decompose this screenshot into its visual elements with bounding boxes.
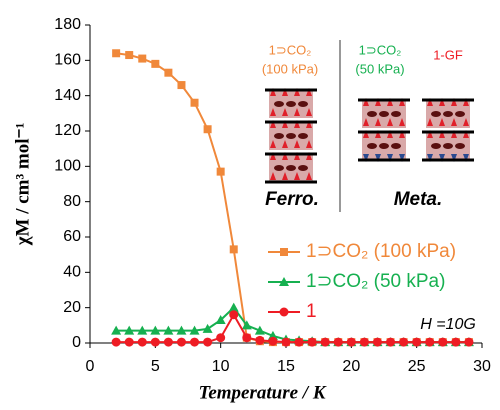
marker (112, 49, 120, 57)
marker (203, 338, 212, 347)
guest (391, 111, 401, 117)
annotation: Meta. (394, 189, 443, 210)
marker (438, 338, 447, 347)
marker (308, 338, 317, 347)
x-tick-label: 10 (212, 358, 230, 375)
x-tick-label: 5 (151, 358, 160, 375)
marker (125, 51, 133, 59)
y-tick-label: 80 (63, 193, 81, 210)
marker (268, 337, 277, 346)
marker (451, 338, 460, 347)
annotation: (100 kPa) (262, 61, 318, 76)
x-tick-label: 20 (342, 358, 360, 375)
marker (386, 338, 395, 347)
marker (177, 81, 185, 89)
marker (191, 99, 199, 107)
annotation: 1-GF (433, 47, 463, 62)
marker (425, 338, 434, 347)
annotation: (50 kPa) (355, 61, 404, 76)
marker (164, 69, 172, 77)
guest (286, 101, 296, 107)
guest (379, 111, 389, 117)
y-tick-label: 60 (63, 228, 81, 245)
marker (229, 310, 238, 319)
y-axis-label: χM / cm³ mol⁻¹ (12, 123, 33, 247)
marker (464, 338, 473, 347)
marker (151, 60, 159, 68)
marker (334, 338, 343, 347)
chart: Temperature / K χM / cm³ mol⁻¹ H =10G 1⊃C… (0, 0, 500, 405)
legend-marker (280, 248, 288, 256)
guest (431, 143, 441, 149)
marker (138, 55, 146, 63)
marker (125, 338, 134, 347)
guest (443, 143, 453, 149)
annotation: 1⊃CO₂ (359, 42, 402, 57)
annotation: 1⊃CO₂ (269, 42, 312, 57)
guest (274, 133, 284, 139)
x-tick-label: 25 (408, 358, 426, 375)
guest (391, 143, 401, 149)
y-tick-label: 100 (54, 158, 81, 175)
guest (286, 165, 296, 171)
marker (399, 338, 408, 347)
legend-marker (280, 308, 289, 317)
marker (373, 338, 382, 347)
y-tick-label: 140 (54, 87, 81, 104)
marker (282, 338, 291, 347)
legend-label: 1⊃CO₂ (100 kPa) (306, 241, 456, 262)
marker (164, 338, 173, 347)
marker (190, 338, 199, 347)
x-tick-label: 0 (86, 358, 95, 375)
guest (286, 133, 296, 139)
guest (379, 143, 389, 149)
guest (367, 143, 377, 149)
marker (255, 336, 264, 345)
marker (217, 168, 225, 176)
marker (216, 333, 225, 342)
inset-diagram (265, 88, 474, 182)
guest (274, 101, 284, 107)
marker (360, 338, 369, 347)
marker (347, 338, 356, 347)
x-axis-label: Temperature / K (198, 382, 326, 403)
y-tick-label: 40 (63, 264, 81, 281)
x-tick-label: 15 (277, 358, 295, 375)
y-tick-label: 180 (54, 16, 81, 33)
marker (177, 338, 186, 347)
marker (412, 338, 421, 347)
guest (298, 101, 308, 107)
guest (431, 111, 441, 117)
guest (367, 111, 377, 117)
marker (242, 333, 251, 342)
marker (138, 338, 147, 347)
guest (455, 143, 465, 149)
marker (295, 338, 304, 347)
y-tick-label: 0 (72, 334, 81, 351)
x-tick-label: 30 (473, 358, 491, 375)
marker (204, 125, 212, 133)
annotation: Ferro. (265, 189, 319, 210)
marker (230, 245, 238, 253)
y-tick-label: 120 (54, 122, 81, 139)
guest (455, 111, 465, 117)
guest (298, 165, 308, 171)
guest (298, 133, 308, 139)
legend-label: 1 (306, 301, 317, 322)
guest (443, 111, 453, 117)
marker (112, 338, 121, 347)
legend-label: 1⊃CO₂ (50 kPa) (306, 271, 445, 292)
marker (321, 338, 330, 347)
y-tick-label: 160 (54, 52, 81, 69)
y-tick-label: 20 (63, 299, 81, 316)
annotation: H =10G (420, 316, 476, 333)
guest (274, 165, 284, 171)
marker (151, 338, 160, 347)
